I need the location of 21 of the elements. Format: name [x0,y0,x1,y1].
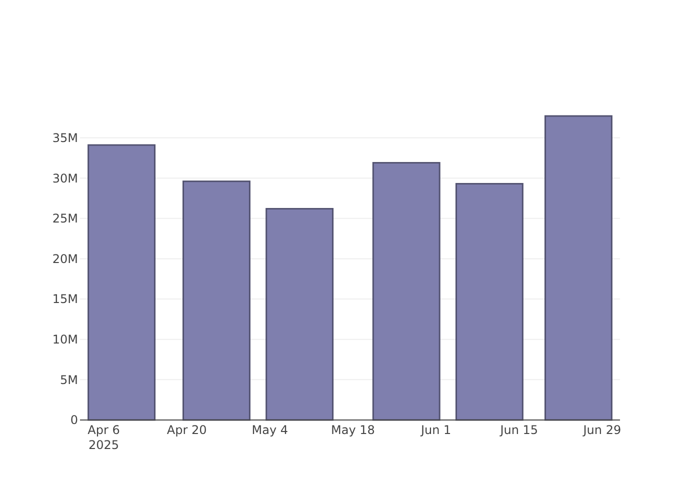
y-tick-label: 5M [60,372,78,387]
bar [88,144,156,421]
y-tick-label: 30M [52,171,78,186]
y-tick-label: 10M [52,332,78,347]
y-tick-label: 15M [52,292,78,306]
bar [372,162,440,421]
bar [544,115,612,421]
bar [266,208,334,421]
x-tick-label: May 4 [252,423,288,437]
x-tick-label: May 18 [331,423,375,437]
x-tick-label: Jun 15 [499,423,538,437]
x-tick-label: Apr 20 [166,423,207,437]
x-tick-label: Jun 1 [420,423,452,437]
y-tick-label: 35M [52,130,78,145]
bar [455,182,524,421]
x-tick-label: Apr 6 2025 [88,423,120,452]
y-tick-label: 0 [70,413,78,428]
bar [182,180,250,421]
y-tick-label: 25M [52,212,78,226]
y-tick-label: 20M [52,252,78,266]
x-tick-label: Jun 29 [582,423,622,437]
